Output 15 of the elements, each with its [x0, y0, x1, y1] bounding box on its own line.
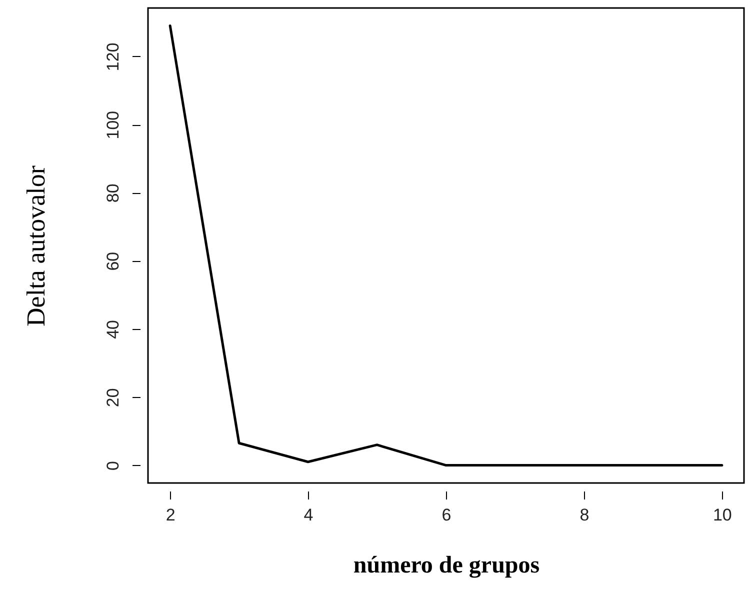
- y-axis-title: Delta autovalor: [22, 165, 50, 326]
- x-tick-label: 10: [712, 506, 732, 524]
- x-tick-label: 8: [580, 506, 590, 524]
- y-tick-label: 60: [104, 252, 122, 271]
- y-tick-label: 0: [104, 461, 122, 471]
- x-tick-label: 4: [304, 506, 314, 524]
- line-series: [168, 24, 724, 467]
- x-tick-label: 2: [166, 506, 176, 524]
- y-tick-label: 120: [104, 42, 122, 72]
- x-tick-label: 6: [442, 506, 452, 524]
- x-axis-title: número de grupos: [353, 552, 540, 578]
- y-tick-label: 20: [104, 388, 122, 408]
- y-tick-label: 80: [104, 184, 122, 203]
- y-tick-label: 100: [104, 110, 122, 140]
- y-tick-label: 40: [104, 320, 122, 339]
